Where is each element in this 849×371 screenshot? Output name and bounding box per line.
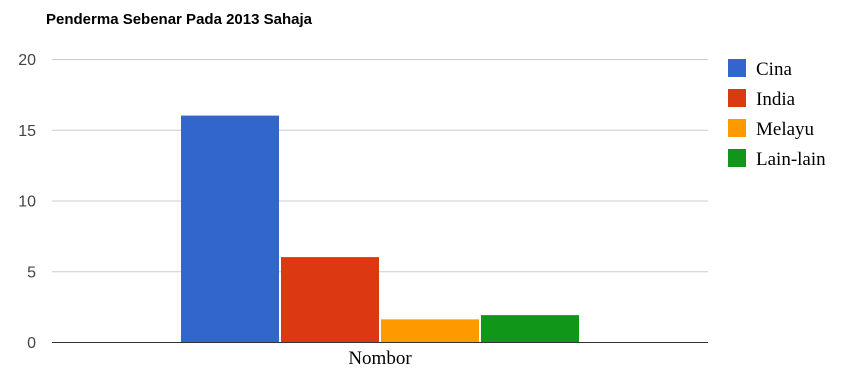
x-category-label: Nombor	[348, 348, 412, 369]
y-tick-label: 0	[27, 335, 36, 352]
legend-label-lain-lain: Lain-lain	[756, 149, 826, 170]
gridlines	[52, 59, 708, 273]
legend-swatch-cina	[728, 59, 746, 77]
bar-melayu	[381, 319, 479, 342]
bar-india	[281, 257, 379, 342]
legend-swatch-india	[728, 89, 746, 107]
legend: Cina India Melayu Lain-lain	[728, 59, 826, 170]
legend-label-cina: Cina	[756, 59, 792, 80]
y-tick-label: 10	[18, 194, 36, 211]
bar-cina	[181, 115, 279, 342]
legend-swatch-melayu	[728, 119, 746, 137]
y-tick-label: 5	[27, 264, 36, 281]
legend-label-india: India	[756, 89, 796, 110]
legend-swatch-lain-lain	[728, 149, 746, 167]
legend-label-melayu: Melayu	[756, 119, 815, 140]
y-tick-label: 15	[18, 123, 36, 140]
y-axis-ticks: 0 5 10 15 20	[18, 52, 36, 352]
category-labels: Nombor	[348, 348, 412, 369]
bar-lain-lain	[481, 315, 579, 342]
bars	[181, 115, 579, 342]
chart-title: Penderma Sebenar Pada 2013 Sahaja	[46, 11, 313, 28]
y-tick-label: 20	[18, 52, 36, 69]
